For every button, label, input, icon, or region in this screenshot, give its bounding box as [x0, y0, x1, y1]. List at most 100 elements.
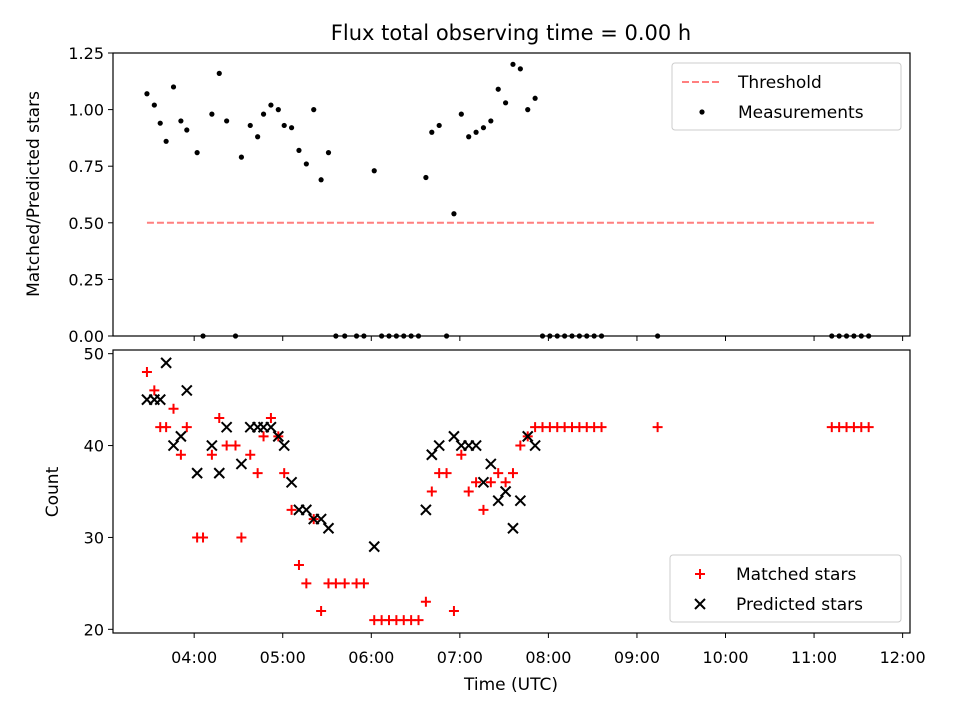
matched-stars-point: [471, 477, 482, 488]
predicted-stars-point: [492, 494, 504, 507]
matched-stars-point: [515, 440, 526, 451]
predicted-stars-point: [300, 504, 313, 516]
predicted-stars-point: [265, 421, 277, 433]
matched-stars-point: [168, 403, 179, 414]
measurements-point: [466, 134, 472, 140]
predicted-stars-point: [499, 485, 512, 498]
matched-stars-point: [221, 440, 232, 451]
legend-box: [669, 554, 902, 623]
count-legend: Matched stars Predicted stars: [669, 554, 902, 623]
count-x-tick-label: 07:00: [437, 648, 483, 667]
matched-stars-point: [456, 449, 467, 460]
matched-stars-point: [230, 440, 241, 451]
count-x-tick-label: 10:00: [702, 648, 748, 667]
count-plot-frame: [112, 349, 911, 634]
count-x-ticks: 04:00 05:00 06:00 07:00 08:00 09:00 10:00 11:00…: [171, 633, 926, 667]
predicted-stars-point: [477, 476, 490, 489]
legend-box: [671, 62, 902, 131]
measurements-point: [502, 100, 509, 106]
measurements-point: [288, 125, 295, 131]
predicted-stars-point: [235, 458, 248, 470]
x-axis-label: Time (UTC): [463, 675, 558, 695]
legend-predicted-swatch: [694, 598, 706, 610]
measurements-point: [209, 111, 215, 117]
measurements-point: [371, 168, 377, 174]
matched-stars-point: [181, 422, 192, 433]
matched-stars-point: [141, 367, 152, 378]
measurements-point: [184, 127, 190, 133]
ratio-legend: Threshold Measurements: [671, 62, 902, 131]
measurements-point: [423, 174, 429, 181]
predicted-stars-point: [470, 439, 482, 452]
count-y-tick-label: 50: [84, 345, 104, 364]
measurements-point: [247, 122, 253, 129]
measurements-point: [268, 102, 274, 108]
legend-measurements-swatch: [699, 109, 705, 115]
predicted-stars-point: [420, 504, 432, 516]
predicted-stars-point: [514, 494, 527, 507]
matched-stars-point: [596, 422, 607, 433]
measurements-point: [495, 86, 501, 92]
matched-stars-point: [358, 578, 369, 589]
matched-stars-point: [265, 412, 276, 423]
predicted-stars-point: [181, 384, 193, 397]
measurements-point: [260, 111, 267, 117]
measurements-point: [525, 107, 531, 113]
measurements-point: [255, 134, 261, 140]
measurements-point: [451, 211, 457, 217]
matched-stars-point: [413, 615, 424, 626]
measurements-point: [325, 150, 332, 156]
measurements-point: [488, 118, 494, 124]
matched-stars-point: [463, 486, 474, 497]
predicted-stars-point: [315, 513, 327, 525]
matched-stars-point: [493, 468, 504, 479]
count-x-tick-label: 11:00: [791, 648, 837, 667]
measurements-point: [224, 118, 230, 124]
measurements-point: [311, 107, 317, 113]
matched-stars-point: [293, 560, 304, 571]
predicted-stars-point: [426, 449, 438, 461]
measurements-point: [194, 150, 200, 156]
matched-stars-point: [236, 532, 247, 543]
predicted-stars-point: [191, 467, 203, 479]
measurements-point: [157, 120, 163, 126]
predicted-stars-point: [154, 393, 166, 406]
predicted-stars-point: [485, 458, 497, 470]
matched-stars-point: [286, 504, 297, 515]
measurements-point: [163, 138, 169, 144]
matched-stars-point: [478, 504, 489, 515]
measurements-point: [458, 111, 464, 117]
count-y-tick-label: 40: [84, 437, 104, 456]
measurements-point: [436, 122, 442, 129]
measurements-point: [178, 118, 184, 124]
predicted-stars-point: [285, 476, 298, 489]
matched-stars-point: [252, 468, 263, 479]
measurements-point: [510, 61, 516, 67]
matched-stars-point: [198, 532, 209, 543]
ratio-y-tick-label: 1.25: [68, 44, 104, 63]
ratio-plot: 0.00 0.25 0.50 0.75 1.00 1.25 Threshold Measur…: [68, 44, 911, 346]
ratio-x-ticks: [193, 336, 904, 341]
count-x-tick-label: 06:00: [348, 648, 394, 667]
matched-stars-point: [214, 412, 225, 423]
matched-stars-point: [279, 468, 290, 479]
measurements-point: [517, 66, 523, 72]
matched-stars-point: [339, 578, 350, 589]
measurements-point: [170, 84, 177, 90]
ratio-y-tick-label: 0.75: [68, 157, 104, 176]
measurements-point: [532, 95, 538, 101]
matched-stars-point: [245, 449, 256, 460]
ratio-plot-area: [144, 61, 877, 339]
count-x-tick-label: 05:00: [260, 648, 306, 667]
matched-stars-point: [301, 578, 312, 589]
count-plot-area: [141, 357, 874, 626]
predicted-stars-point: [522, 430, 534, 443]
matched-stars-point: [426, 486, 437, 497]
measurements-point: [480, 125, 487, 131]
matched-stars-point: [652, 422, 663, 433]
count-y-tick-label: 30: [84, 528, 104, 547]
ratio-y-tick-label: 1.00: [68, 101, 104, 120]
count-x-tick-label: 12:00: [880, 648, 926, 667]
matched-stars-point: [330, 578, 341, 589]
